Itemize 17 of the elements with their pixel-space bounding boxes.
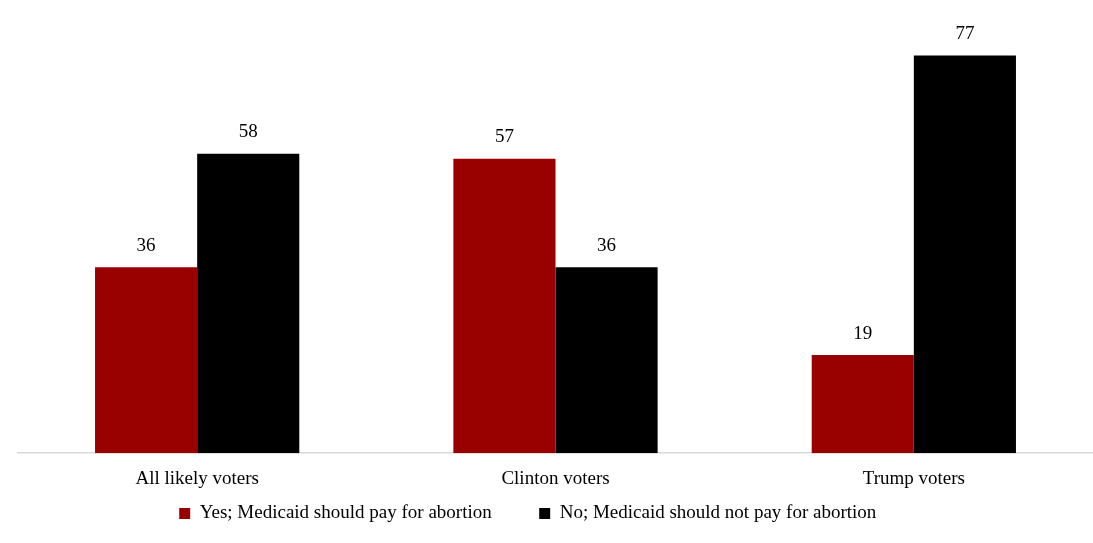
legend-label: Yes; Medicaid should pay for abortion bbox=[199, 501, 540, 523]
bar bbox=[197, 153, 300, 454]
bar bbox=[811, 355, 914, 454]
x-tick-label: Trump voters bbox=[862, 466, 965, 488]
data-label: 58 bbox=[238, 120, 258, 142]
data-label: 36 bbox=[597, 233, 617, 255]
legend-label: No; Medicaid should not pay for abortion bbox=[559, 501, 924, 523]
data-label: 19 bbox=[853, 321, 873, 343]
data-label: 77 bbox=[955, 21, 975, 43]
x-tick-label: Clinton voters bbox=[501, 466, 610, 488]
bar bbox=[95, 267, 198, 454]
bar bbox=[913, 55, 1016, 454]
bar bbox=[555, 267, 658, 454]
x-tick-label: All likely voters bbox=[135, 466, 259, 488]
data-label: 36 bbox=[136, 233, 156, 255]
bar bbox=[453, 158, 556, 454]
data-label: 57 bbox=[494, 125, 514, 147]
